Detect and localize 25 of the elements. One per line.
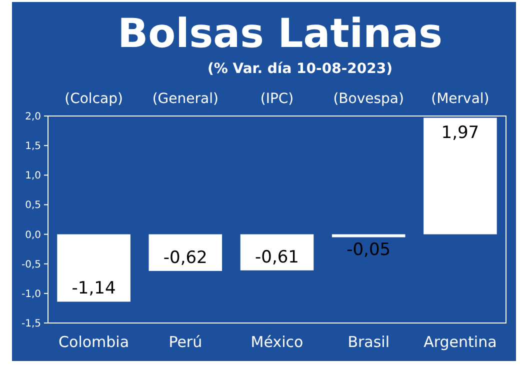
text: (Colcap) (64, 91, 123, 107)
y-tick-label: 1,0 (25, 170, 41, 182)
y-tick-label: 0,0 (25, 230, 41, 241)
y-tick-label: -1,5 (21, 318, 41, 330)
text: (IPC) (260, 91, 294, 107)
x-tick-label: Brasil (348, 333, 390, 351)
data-label: -0,05 (346, 240, 391, 260)
data-label: 1,97 (441, 122, 480, 143)
data-label: -1,14 (72, 278, 116, 299)
chart-subtitle: (% Var. día 10-08-2023) (207, 61, 393, 77)
y-tick-label: 0,5 (25, 200, 41, 212)
y-tick-label: 1,5 (25, 141, 41, 152)
y-tick-label: -1,0 (21, 288, 41, 300)
text: (Merval) (431, 91, 490, 107)
data-label: -0,61 (255, 247, 299, 268)
text: (Bovespa) (333, 91, 404, 107)
x-tick-label: Perú (168, 333, 202, 351)
x-tick-label: Colombia (58, 333, 130, 351)
x-tick-label: México (250, 333, 304, 351)
text: (General) (152, 91, 218, 107)
chart-title: Bolsas Latinas (118, 11, 442, 57)
x-tick-label: Argentina (424, 333, 497, 351)
y-tick-label: -0,5 (21, 259, 41, 270)
data-label: -0,62 (163, 248, 208, 268)
y-tick-label: 2,0 (25, 112, 41, 122)
